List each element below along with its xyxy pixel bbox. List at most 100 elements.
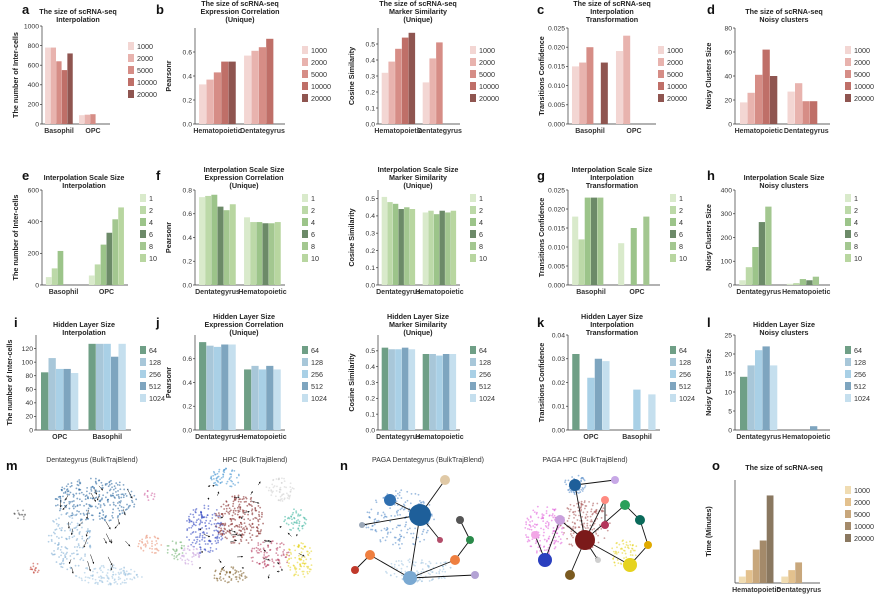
hpc-cell bbox=[220, 505, 223, 508]
pdg-cell bbox=[367, 526, 370, 529]
hpc-cell bbox=[192, 521, 195, 524]
dg-cell bbox=[103, 504, 106, 507]
hpc-cell bbox=[300, 558, 303, 561]
dg-cell bbox=[107, 577, 110, 580]
dg-cell bbox=[62, 557, 65, 560]
legend-swatch bbox=[140, 242, 146, 250]
pdg-cell bbox=[414, 564, 416, 567]
hpc-cell bbox=[301, 570, 304, 573]
phpc-cell bbox=[552, 527, 555, 529]
hpc-cell bbox=[232, 505, 234, 508]
phpc-cell bbox=[629, 551, 632, 554]
pdg-cell bbox=[424, 562, 427, 565]
phpc-cell bbox=[554, 536, 557, 539]
phpc-cell bbox=[586, 511, 589, 513]
dg-cell bbox=[76, 524, 79, 527]
legend-swatch bbox=[302, 230, 308, 238]
hpc-cell bbox=[234, 484, 236, 486]
dg-cell bbox=[78, 576, 81, 579]
y-tick-label: 0.0 bbox=[366, 121, 376, 128]
phpc-cell bbox=[621, 540, 624, 543]
hpc-cell bbox=[234, 513, 237, 515]
pdg-cell bbox=[395, 560, 398, 563]
dg-cell bbox=[96, 583, 99, 586]
phpc-cell bbox=[579, 519, 582, 522]
dg-cell bbox=[111, 494, 114, 497]
hpc-cell bbox=[279, 546, 281, 549]
pdg-cell bbox=[396, 504, 399, 506]
y-tick-label: 0.5 bbox=[366, 196, 376, 203]
dg-cell bbox=[133, 494, 136, 497]
x-tick-label: Hematopoietic bbox=[238, 434, 286, 441]
dg-cell bbox=[144, 545, 147, 548]
dg-cell bbox=[60, 554, 62, 557]
hpc-cell bbox=[227, 503, 230, 506]
legend-swatch bbox=[140, 206, 146, 214]
legend-swatch bbox=[845, 358, 851, 366]
hpc-cell bbox=[248, 523, 251, 526]
pdg-cell bbox=[422, 500, 425, 503]
hpc-cell bbox=[242, 510, 244, 513]
legend-swatch bbox=[845, 194, 851, 202]
hpc-cell bbox=[245, 497, 248, 500]
hpc-cell bbox=[242, 497, 245, 500]
panel-label-m: m bbox=[6, 458, 18, 473]
velocity-arrow bbox=[264, 540, 270, 543]
bar-basophil-1000 bbox=[45, 47, 51, 125]
phpc-cell bbox=[580, 500, 583, 503]
dg-cell bbox=[106, 482, 108, 485]
dg-cell bbox=[77, 564, 80, 567]
phpc-cell bbox=[573, 513, 575, 516]
bar-opc-512 bbox=[594, 358, 603, 430]
pdg-cell bbox=[443, 577, 446, 579]
phpc-cell bbox=[552, 516, 555, 519]
bar-basophil-4 bbox=[57, 250, 64, 285]
hpc-cell bbox=[257, 542, 260, 544]
hpc-cell bbox=[228, 513, 231, 515]
dg-cell bbox=[83, 504, 85, 507]
hpc-cell bbox=[280, 554, 283, 557]
pdg-cell bbox=[421, 559, 423, 562]
hpc-cell bbox=[285, 492, 288, 495]
pdg-cell bbox=[419, 500, 421, 502]
dg-cell bbox=[69, 566, 72, 569]
paga-node bbox=[440, 475, 450, 485]
pdg-cell bbox=[414, 492, 417, 495]
y-tick-label: 0.02 bbox=[552, 380, 565, 387]
dg-cell bbox=[61, 560, 64, 563]
dg-cell bbox=[86, 486, 89, 489]
legend-swatch bbox=[658, 58, 664, 66]
hpc-cell bbox=[231, 523, 233, 526]
hpc-cell bbox=[235, 576, 238, 578]
phpc-cell bbox=[574, 514, 577, 517]
legend-swatch bbox=[302, 194, 308, 202]
dg-cell bbox=[79, 558, 82, 561]
dg-cell bbox=[85, 518, 87, 521]
hpc-cell bbox=[231, 517, 234, 520]
hpc-cell bbox=[220, 527, 222, 530]
phpc-cell bbox=[584, 527, 587, 530]
phpc-cell bbox=[568, 514, 571, 517]
pdg-cell bbox=[400, 529, 403, 532]
hpc-cell bbox=[198, 552, 201, 554]
phpc-cell bbox=[598, 524, 601, 526]
hpc-cell bbox=[307, 553, 309, 556]
paga-node bbox=[384, 494, 396, 506]
hpc-cell bbox=[236, 506, 239, 509]
legend-label: 1024 bbox=[149, 394, 165, 403]
dg-cell bbox=[88, 492, 91, 495]
hpc-cell bbox=[232, 502, 235, 505]
dg-cell bbox=[54, 532, 56, 535]
hpc-cell bbox=[193, 539, 196, 542]
paga-node bbox=[555, 515, 565, 525]
bar-basophil-4 bbox=[584, 197, 591, 285]
phpc-cell bbox=[615, 551, 618, 554]
pdg-cell bbox=[438, 570, 441, 573]
bar-hematopoietic-2000 bbox=[747, 92, 755, 124]
dg-cell bbox=[127, 506, 130, 509]
hpc-cell bbox=[218, 470, 220, 473]
hpc-cell bbox=[292, 523, 295, 526]
hpc-cell bbox=[238, 526, 241, 528]
legend-swatch bbox=[658, 82, 664, 90]
